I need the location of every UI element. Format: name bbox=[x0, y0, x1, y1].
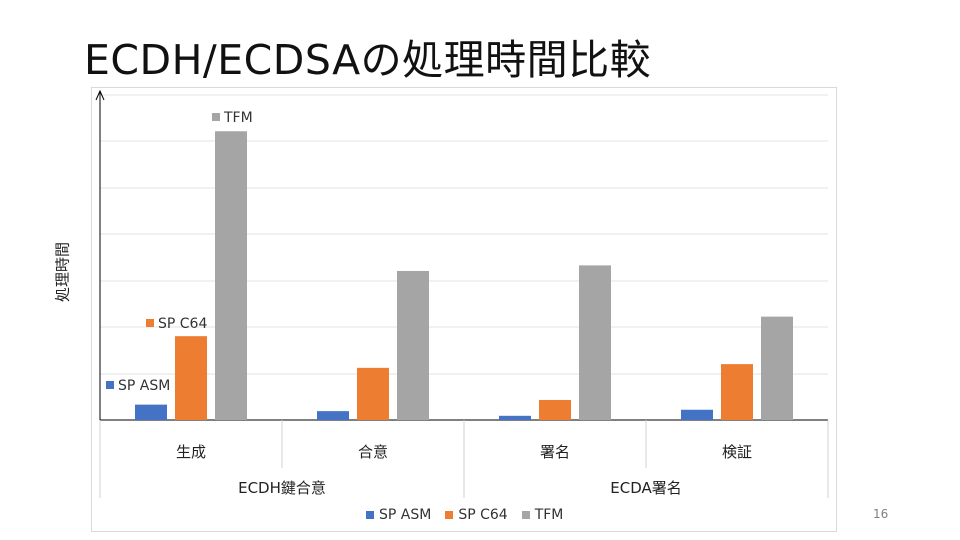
legend-item-sp-asm: SP ASM bbox=[366, 507, 431, 523]
bar-tfm-0 bbox=[215, 131, 247, 420]
series-label-tfm: TFM bbox=[223, 110, 253, 126]
bar-sp-c64-3 bbox=[721, 364, 753, 420]
category-label-1: 合意 bbox=[358, 443, 388, 461]
page-number: 16 bbox=[873, 507, 889, 521]
bar-sp-asm-2 bbox=[499, 415, 531, 420]
bar-tfm-1 bbox=[397, 270, 429, 420]
legend-swatch-tfm bbox=[521, 511, 530, 519]
series-label-swatch-tfm bbox=[212, 113, 220, 121]
group-label-0: ECDH鍵合意 bbox=[238, 479, 326, 497]
bar-sp-c64-0 bbox=[175, 336, 207, 420]
legend-label-sp-asm: SP ASM bbox=[379, 507, 432, 523]
legend-label-sp-c64: SP C64 bbox=[458, 507, 508, 523]
slide-title: ECDH/ECDSAの処理時間比較 bbox=[84, 36, 652, 84]
series-label-swatch-sp-c64 bbox=[146, 319, 154, 327]
bar-sp-c64-1 bbox=[357, 367, 389, 420]
legend-swatch-sp-asm bbox=[366, 511, 374, 519]
y-axis-arrow bbox=[95, 89, 105, 101]
chart-area bbox=[91, 87, 837, 532]
legend-item-tfm: TFM bbox=[521, 507, 564, 523]
bar-sp-asm-3 bbox=[681, 409, 713, 420]
legend-item-sp-c64: SP C64 bbox=[445, 507, 508, 523]
legend-label-tfm: TFM bbox=[534, 507, 564, 523]
bar-sp-asm-1 bbox=[317, 411, 349, 420]
category-label-2: 署名 bbox=[540, 443, 570, 461]
series-label-sp-asm: SP ASM bbox=[118, 378, 170, 394]
legend: SP ASM SP C64 TFM bbox=[366, 507, 563, 523]
legend-swatch-sp-c64 bbox=[445, 511, 454, 519]
bar-sp-c64-2 bbox=[539, 399, 571, 420]
category-label-3: 検証 bbox=[722, 443, 752, 461]
category-label-0: 生成 bbox=[176, 443, 206, 461]
bar-tfm-3 bbox=[761, 316, 793, 420]
series-label-sp-c64: SP C64 bbox=[158, 316, 207, 332]
bar-sp-asm-0 bbox=[135, 404, 167, 420]
bar-tfm-2 bbox=[579, 265, 611, 420]
group-label-1: ECDA署名 bbox=[610, 479, 682, 497]
series-label-swatch-sp-asm bbox=[106, 381, 114, 389]
